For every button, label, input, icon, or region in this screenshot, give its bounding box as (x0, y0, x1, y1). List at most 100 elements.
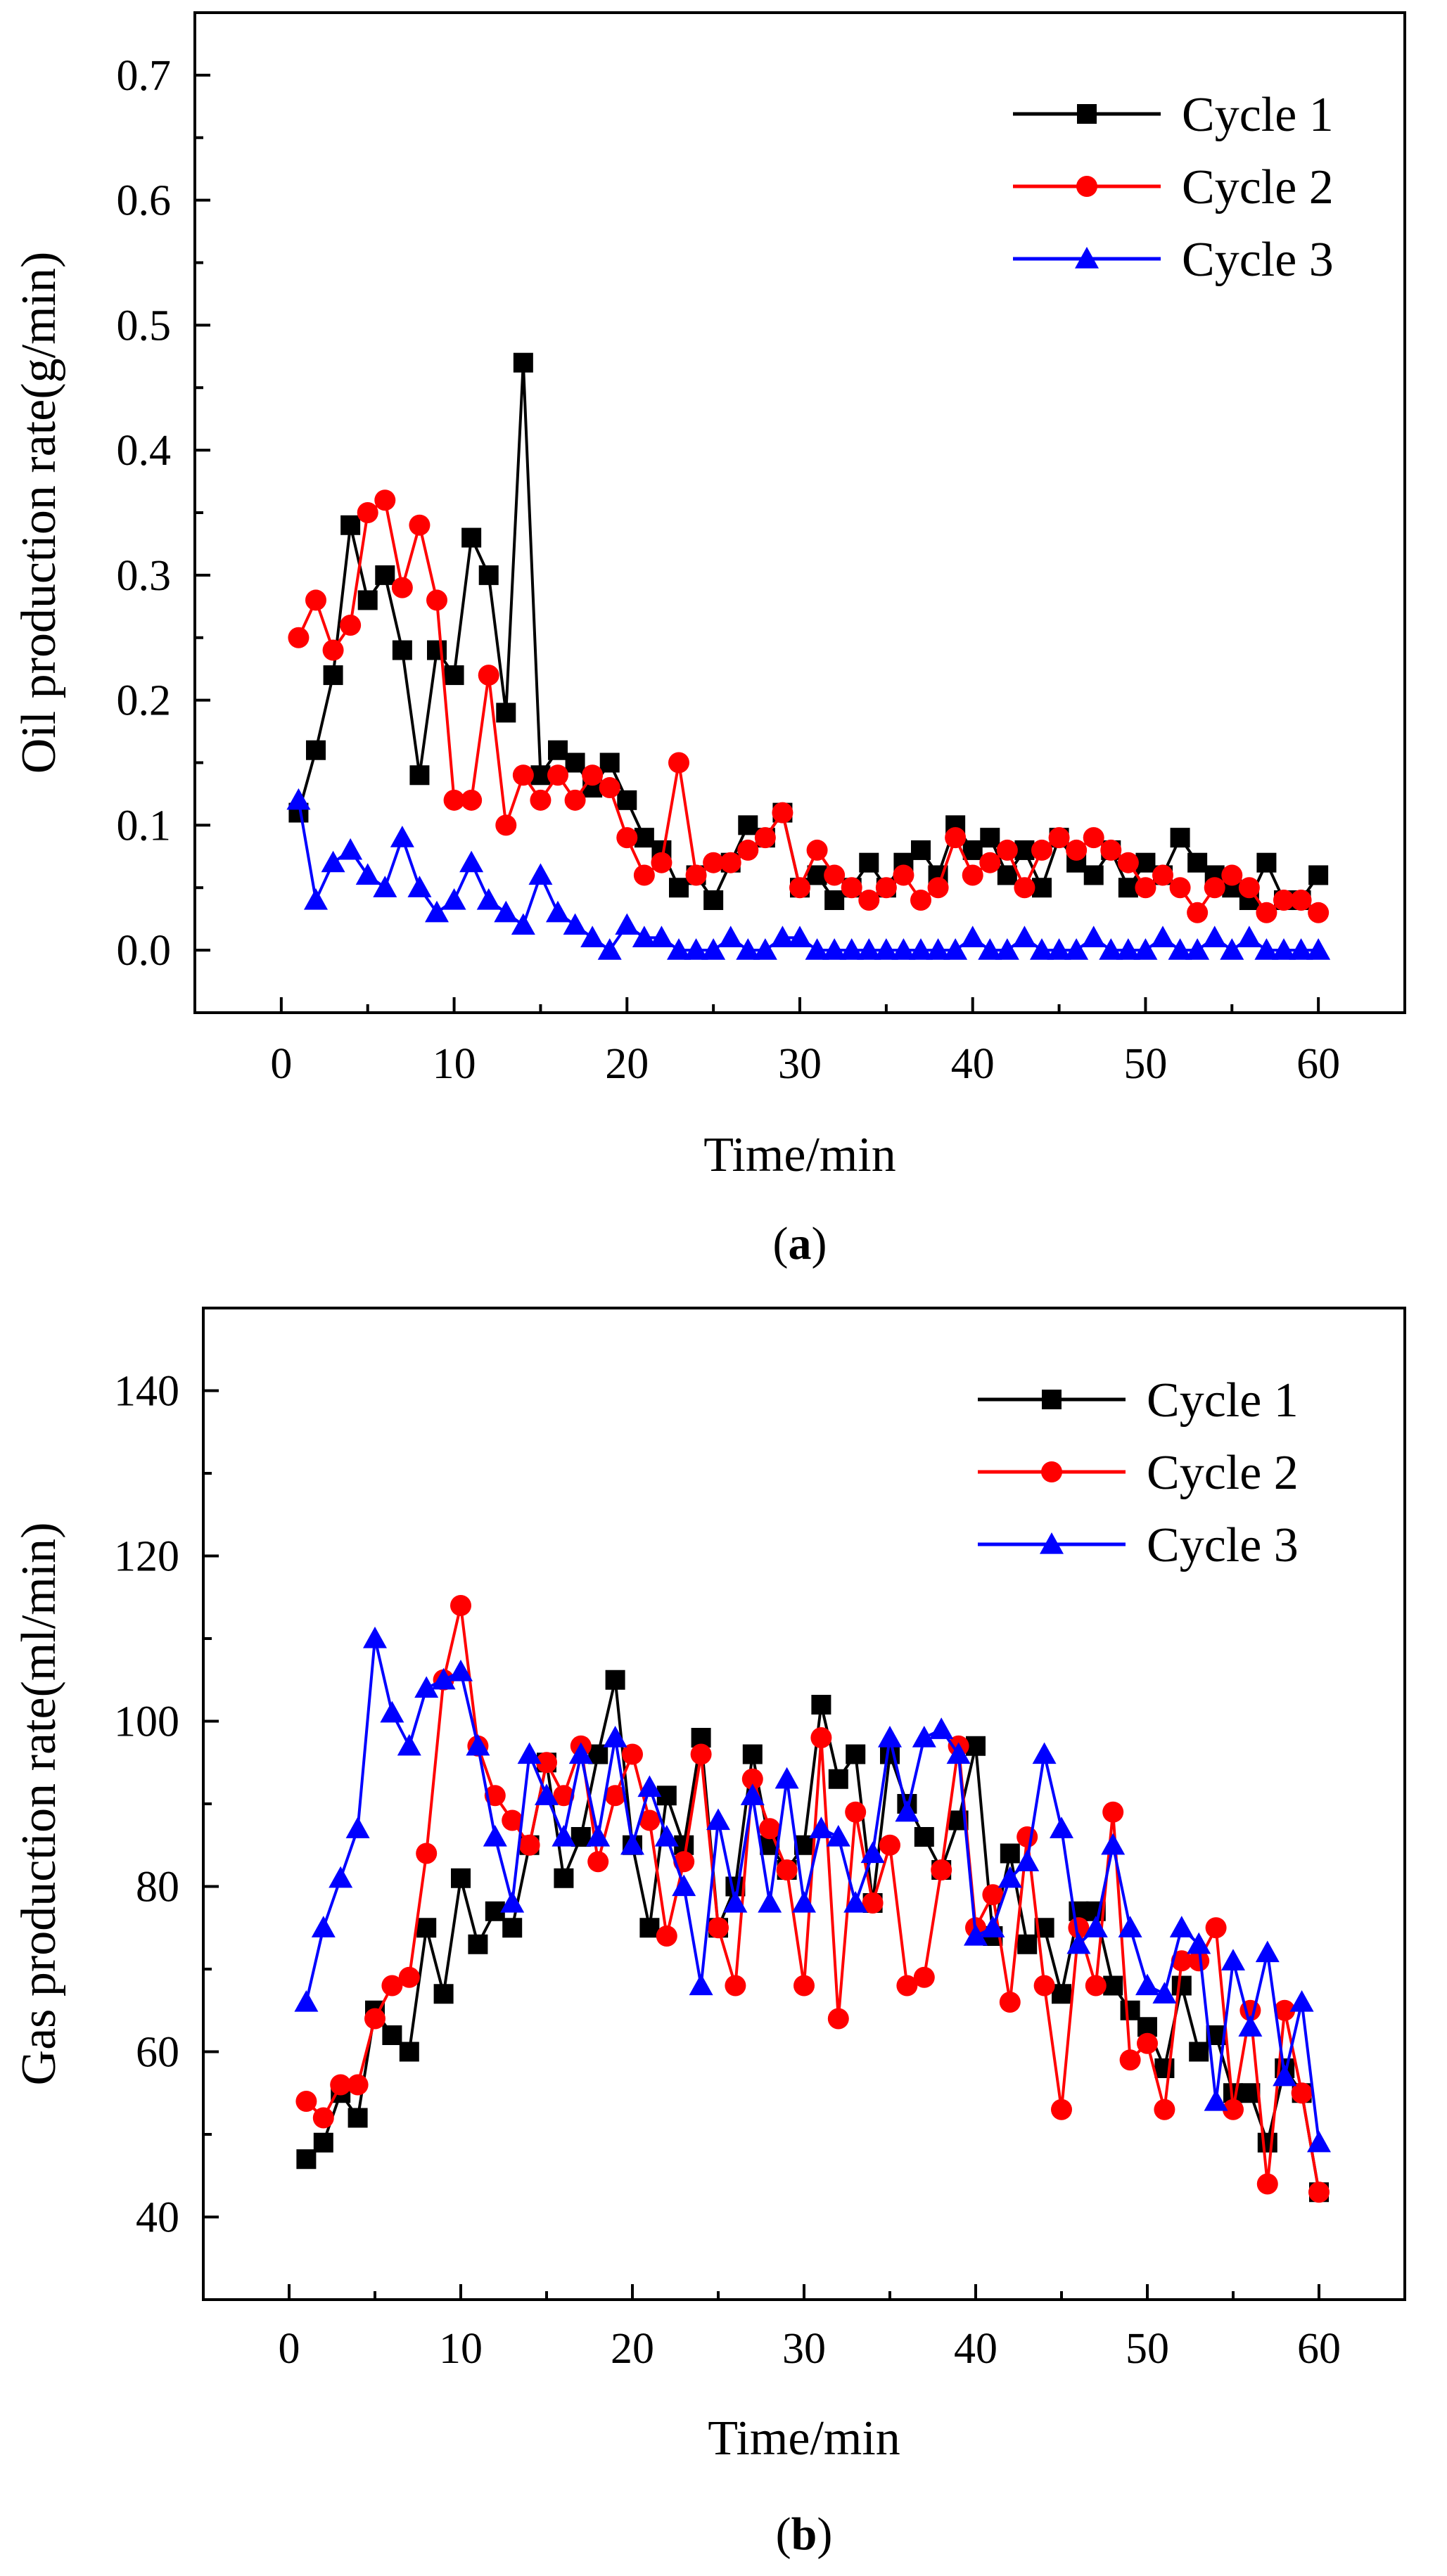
data-point (1223, 2098, 1244, 2120)
legend-label: Cycle 3 (1147, 1518, 1299, 1572)
data-point (355, 863, 380, 885)
data-point (617, 790, 637, 810)
data-point (875, 877, 897, 899)
data-point (880, 1744, 900, 1764)
data-point (1185, 938, 1210, 960)
data-point (1048, 827, 1070, 849)
data-point (703, 890, 724, 911)
data-point (891, 938, 916, 960)
legend-marker (1040, 1532, 1064, 1554)
data-point (1272, 938, 1296, 960)
data-point (431, 1667, 456, 1690)
data-point (966, 1736, 986, 1756)
data-point (580, 925, 605, 947)
legend-marker (1041, 1461, 1062, 1482)
data-point (685, 864, 707, 886)
data-point (1168, 938, 1192, 960)
data-point (1187, 902, 1209, 923)
data-point (450, 1595, 471, 1616)
series-cycle-3 (286, 788, 1331, 960)
data-point (1066, 839, 1088, 861)
data-point (909, 938, 933, 960)
data-point (690, 1743, 712, 1765)
data-point (669, 878, 689, 898)
data-point (449, 1660, 473, 1681)
legend-marker (1075, 247, 1099, 269)
data-point (806, 839, 828, 861)
data-point (843, 1891, 868, 1913)
data-point (416, 1843, 438, 1864)
data-point (1237, 925, 1261, 947)
x-tick-label: 30 (778, 1040, 822, 1088)
data-point (1014, 877, 1035, 899)
data-point (1017, 1934, 1038, 1954)
data-point (846, 1744, 866, 1764)
data-point (1291, 2082, 1313, 2104)
legend-label: Cycle 1 (1182, 88, 1334, 142)
data-point (689, 1973, 713, 1996)
data-point (286, 788, 311, 810)
data-point (1014, 840, 1035, 860)
data-point (811, 1695, 831, 1715)
data-point (615, 913, 639, 935)
panel-label-letter: a (789, 1218, 812, 1269)
data-point (564, 789, 586, 811)
y-tick-label: 0.1 (117, 802, 172, 850)
data-point (484, 1785, 506, 1807)
data-point (1152, 864, 1173, 886)
data-point (772, 802, 793, 824)
data-point (789, 877, 810, 899)
data-point (1187, 852, 1208, 873)
data-point (981, 1916, 1005, 1937)
data-point (893, 864, 914, 886)
data-point (329, 1866, 353, 1888)
data-point (442, 888, 466, 910)
data-point (725, 1975, 746, 1997)
data-point (1083, 865, 1104, 885)
data-point (929, 1717, 954, 1739)
data-point (409, 514, 431, 536)
data-point (536, 1752, 557, 1774)
data-point (1256, 852, 1277, 873)
data-point (483, 1825, 507, 1847)
data-point (478, 565, 499, 585)
data-point (982, 1884, 1004, 1906)
data-point (775, 1767, 799, 1789)
data-point (827, 2008, 849, 2030)
y-tick-label: 140 (114, 1368, 179, 1416)
y-tick-label: 0.5 (117, 302, 172, 350)
data-point (496, 703, 516, 723)
y-tick-label: 40 (136, 2194, 179, 2242)
data-point (444, 665, 464, 686)
x-tick-label: 30 (782, 2325, 826, 2373)
data-point (754, 827, 776, 849)
data-point (1290, 890, 1312, 911)
data-point (914, 1827, 934, 1847)
data-point (1016, 1826, 1038, 1847)
panel-b-gas-production-chart: 0 10 20 30 40 50 60 40 60 80 100 120 140 Time/min Gas … (12, 1307, 1406, 2560)
data-point (500, 1891, 525, 1913)
data-point (495, 814, 517, 836)
data-point (599, 752, 620, 773)
data-point (512, 764, 534, 786)
data-point (1032, 1742, 1057, 1764)
data-point (1188, 1950, 1210, 1972)
data-point (684, 938, 708, 960)
data-point (398, 1966, 420, 1988)
y-tick-label: 100 (114, 1698, 179, 1746)
data-point (348, 2108, 368, 2128)
data-point (1117, 852, 1139, 873)
data-point (736, 938, 760, 960)
data-point (568, 1742, 593, 1764)
data-point (1066, 1932, 1091, 1954)
data-point (1120, 2000, 1140, 2020)
data-point (1101, 1833, 1126, 1855)
x-tick-label: 60 (1297, 2325, 1341, 2373)
data-point (668, 752, 689, 774)
y-tick-label: 0.0 (117, 927, 172, 975)
data-point (962, 840, 983, 860)
data-point (858, 890, 880, 911)
data-point (946, 1742, 971, 1764)
data-point (380, 1700, 404, 1723)
data-point (999, 1992, 1021, 2013)
